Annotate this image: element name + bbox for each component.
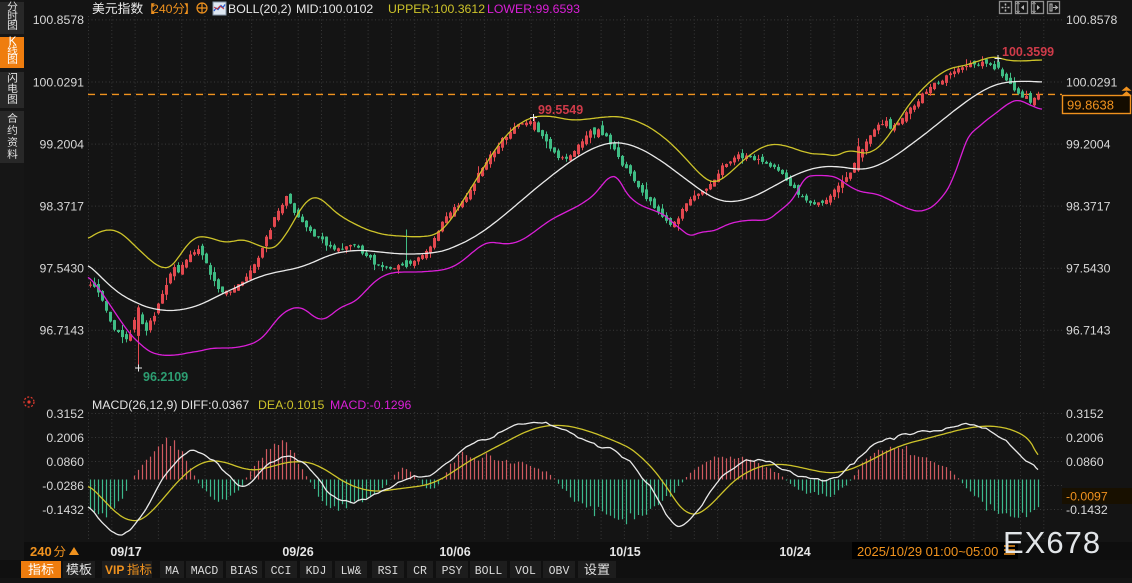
svg-text:99.2004: 99.2004 — [1066, 137, 1111, 151]
svg-text:K: K — [9, 34, 17, 48]
svg-text:MID:100.0102: MID:100.0102 — [296, 2, 373, 16]
svg-text:RSI: RSI — [378, 565, 399, 578]
svg-text:2025/10/29 01:00~05:00: 2025/10/29 01:00~05:00 — [857, 544, 998, 559]
svg-text:LW&: LW& — [341, 565, 362, 578]
svg-text:DEA:0.1015: DEA:0.1015 — [258, 398, 324, 412]
svg-text:99.5549: 99.5549 — [538, 103, 583, 117]
svg-text:EX678: EX678 — [1003, 525, 1101, 560]
svg-text:-0.1432: -0.1432 — [1066, 503, 1108, 517]
svg-text:10/24: 10/24 — [779, 545, 810, 559]
svg-text:-0.0286: -0.0286 — [42, 479, 84, 493]
svg-text:VIP: VIP — [105, 563, 124, 577]
svg-text:MACD:-0.1296: MACD:-0.1296 — [330, 398, 411, 412]
svg-text:99.8638: 99.8638 — [1067, 98, 1114, 113]
svg-text:240: 240 — [152, 2, 173, 16]
svg-text:-0.0097: -0.0097 — [1066, 490, 1108, 504]
svg-text:0.2006: 0.2006 — [46, 431, 84, 445]
svg-text:09/26: 09/26 — [282, 545, 313, 559]
svg-text:VOL: VOL — [515, 565, 536, 578]
svg-text:98.3717: 98.3717 — [1066, 199, 1111, 213]
svg-text:-0.1432: -0.1432 — [42, 503, 84, 517]
svg-text:BIAS: BIAS — [230, 565, 258, 578]
svg-text:10/15: 10/15 — [609, 545, 640, 559]
svg-text:PSY: PSY — [442, 565, 463, 578]
svg-text:MACD(26,12,9) DIFF:0.0367: MACD(26,12,9) DIFF:0.0367 — [92, 398, 249, 412]
svg-text:96.7143: 96.7143 — [1066, 324, 1111, 338]
svg-text:0.0860: 0.0860 — [1066, 455, 1104, 469]
svg-text:UPPER:100.3612: UPPER:100.3612 — [388, 2, 485, 16]
svg-text:LOWER:99.6593: LOWER:99.6593 — [487, 2, 580, 16]
svg-text:MA: MA — [165, 565, 179, 578]
svg-text:97.5430: 97.5430 — [40, 262, 85, 276]
svg-text:100.3599: 100.3599 — [1002, 45, 1054, 59]
svg-text:96.7143: 96.7143 — [40, 324, 85, 338]
svg-text:100.0291: 100.0291 — [1066, 75, 1117, 89]
svg-text:10/06: 10/06 — [439, 545, 470, 559]
svg-text:BOLL(20,2): BOLL(20,2) — [228, 2, 292, 16]
svg-text:MACD: MACD — [191, 565, 219, 578]
svg-text:100.8578: 100.8578 — [1066, 13, 1117, 27]
svg-text:99.2004: 99.2004 — [40, 137, 85, 151]
svg-text:96.2109: 96.2109 — [143, 370, 188, 384]
svg-text:OBV: OBV — [549, 565, 570, 578]
svg-text:100.8578: 100.8578 — [33, 13, 84, 27]
svg-text:KDJ: KDJ — [306, 565, 327, 578]
svg-text:09/17: 09/17 — [110, 545, 141, 559]
svg-text:CR: CR — [413, 565, 427, 578]
svg-text:100.0291: 100.0291 — [33, 75, 84, 89]
svg-text:0.3152: 0.3152 — [46, 407, 84, 421]
svg-text:0.2006: 0.2006 — [1066, 431, 1104, 445]
svg-text:97.5430: 97.5430 — [1066, 262, 1111, 276]
svg-text:BOLL: BOLL — [475, 565, 503, 578]
svg-text:240: 240 — [30, 544, 52, 559]
svg-text:0.3152: 0.3152 — [1066, 407, 1104, 421]
svg-text:CCI: CCI — [271, 565, 292, 578]
svg-text:98.3717: 98.3717 — [40, 199, 85, 213]
svg-text:0.0860: 0.0860 — [46, 455, 84, 469]
